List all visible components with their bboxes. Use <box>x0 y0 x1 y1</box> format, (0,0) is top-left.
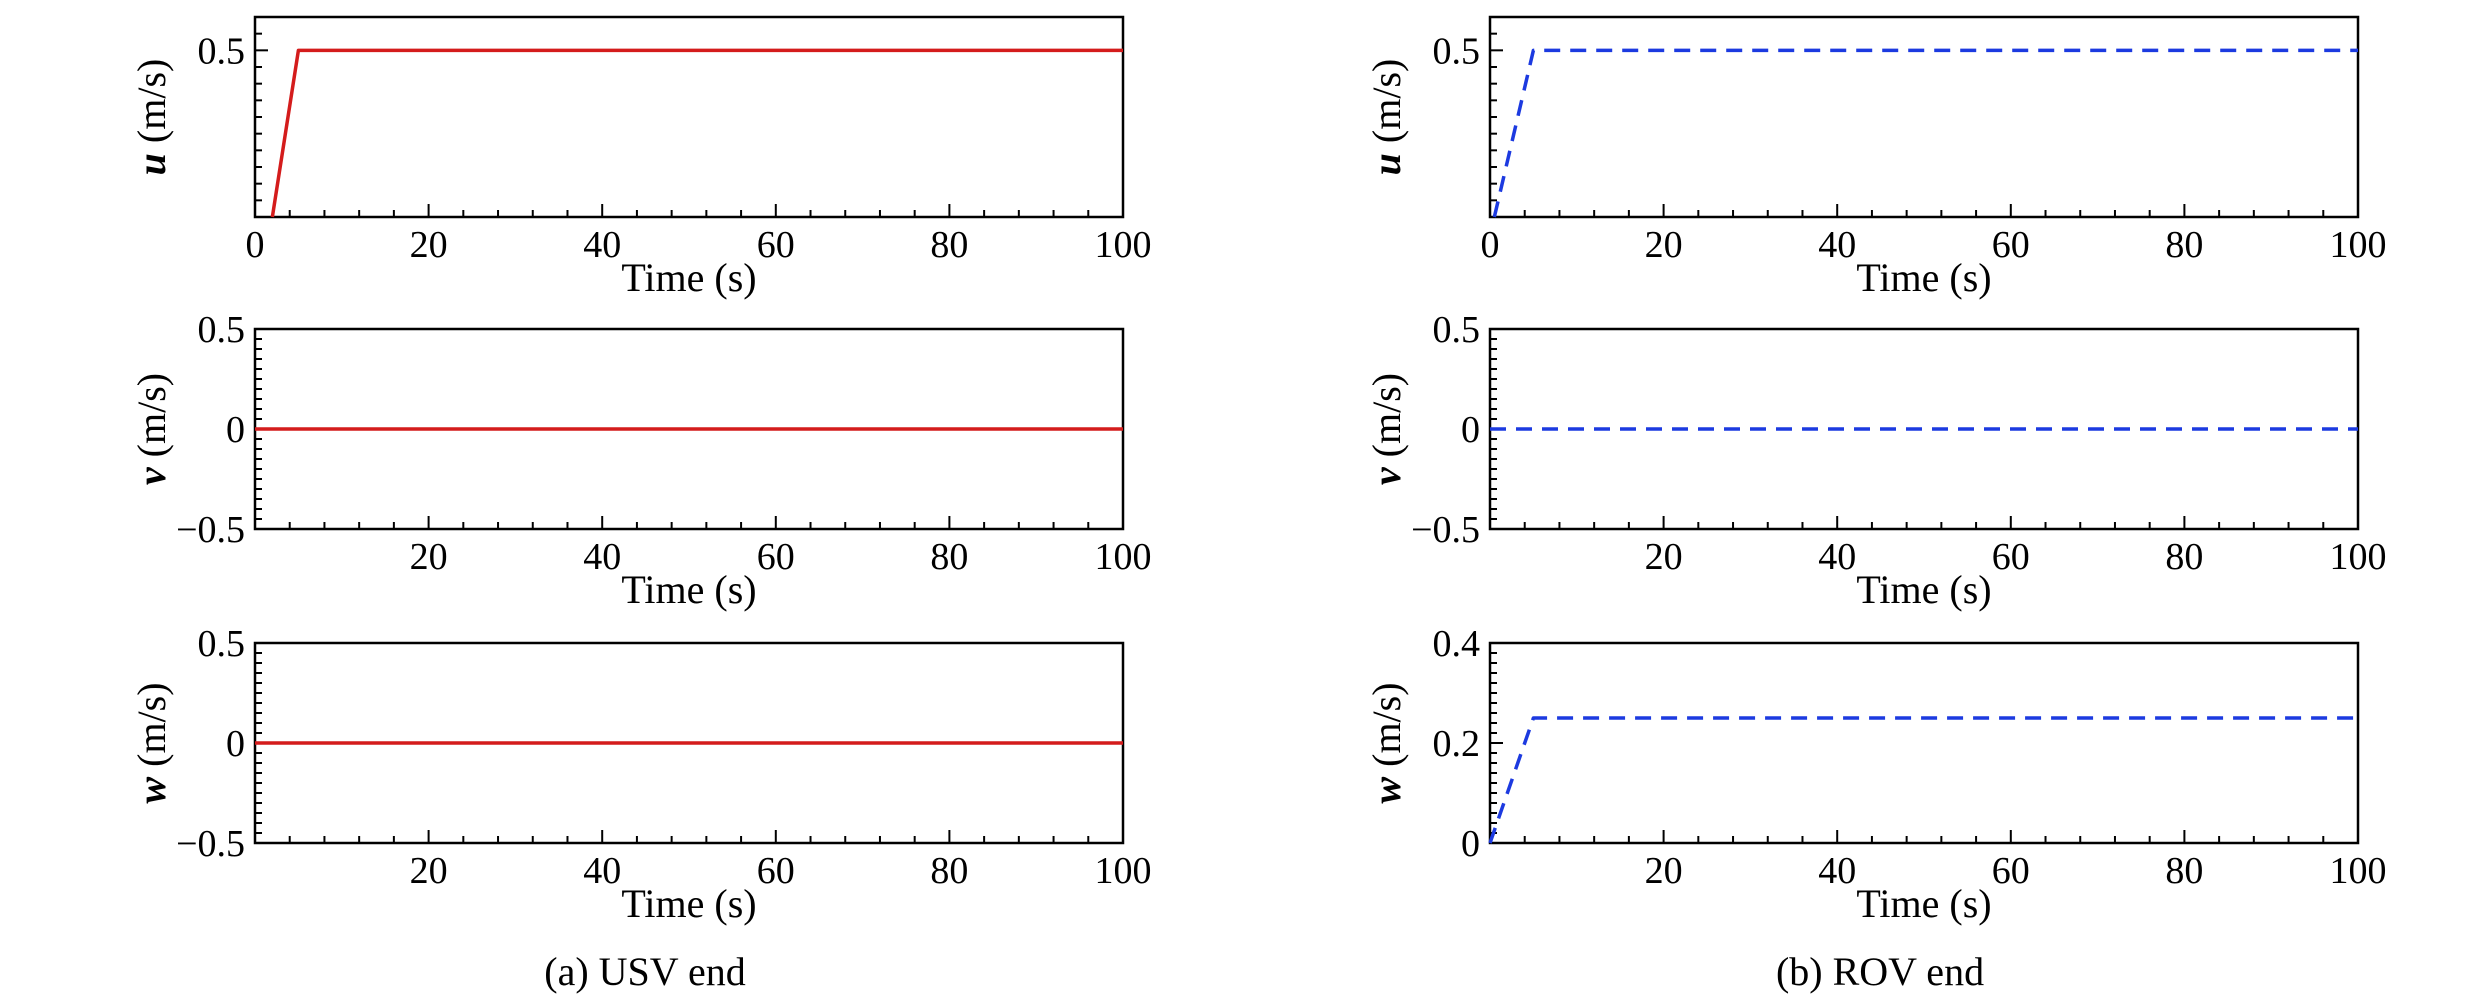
y-tick-label: 0 <box>1461 409 1480 451</box>
x-axis-title: Time (s) <box>1856 255 1991 300</box>
x-axis-title: Time (s) <box>621 881 756 926</box>
x-tick-label: 60 <box>757 850 795 892</box>
y-tick-label: 0.4 <box>1433 623 1481 665</box>
x-tick-label: 100 <box>1095 850 1152 892</box>
y-axis-variable: u <box>129 153 174 175</box>
y-tick-label: −0.5 <box>176 509 245 551</box>
y-tick-label: −0.5 <box>176 823 245 865</box>
series-line-rov-u <box>1492 48 2358 218</box>
x-tick-label: 40 <box>1818 850 1856 892</box>
series-line-usv-u <box>270 48 1123 218</box>
plot-usv-w: 20 40 60 80 100 −0.5 0 0.5 Time (s) w (m/s) <box>129 623 1152 926</box>
plot-usv-u: 0 20 40 60 80 100 0.5 Time (s) u (m/s) <box>129 15 1152 300</box>
x-tick-label: 40 <box>1818 224 1856 266</box>
plot-frame <box>1488 15 2360 219</box>
x-axis-title: Time (s) <box>621 567 756 612</box>
y-axis-unit: (m/s) <box>1364 373 1409 467</box>
x-tick-label: 20 <box>410 536 448 578</box>
x-tick-label: 100 <box>2330 224 2387 266</box>
y-axis-title: v (m/s) <box>129 373 174 485</box>
y-axis-variable: v <box>129 466 174 485</box>
x-tick-label: 100 <box>1095 224 1152 266</box>
x-tick-label: 80 <box>930 850 968 892</box>
y-axis-variable: v <box>1364 466 1409 485</box>
x-tick-label: 20 <box>1645 224 1683 266</box>
x-tick-label: 60 <box>1992 536 2030 578</box>
y-axis-title: u (m/s) <box>1364 59 1409 176</box>
x-tick-label: 20 <box>1645 850 1683 892</box>
series-line-rov-w <box>1488 716 2358 844</box>
x-tick-label: 100 <box>2330 536 2387 578</box>
x-tick-label: 60 <box>1992 224 2030 266</box>
x-tick-label: 80 <box>2165 536 2203 578</box>
x-tick-label: 80 <box>2165 850 2203 892</box>
plot-usv-v: 20 40 60 80 100 −0.5 0 0.5 Time (s) v (m/s) <box>129 309 1152 612</box>
y-tick-label: 0.5 <box>198 623 246 665</box>
x-axis-title: Time (s) <box>1856 567 1991 612</box>
plot-panels: 0 20 40 60 80 100 0.5 Time (s) u (m/s) 20 40 60 80 10… <box>129 15 2387 926</box>
y-axis-title: u (m/s) <box>129 59 174 176</box>
y-tick-label: −0.5 <box>1411 509 1480 551</box>
plot-rov-w: 20 40 60 80 100 0 0.2 0.4 Time (s) w (m/s) <box>1364 623 2387 926</box>
y-axis-title: v (m/s) <box>1364 373 1409 485</box>
x-tick-label: 60 <box>1992 850 2030 892</box>
x-tick-label: 40 <box>583 850 621 892</box>
y-axis-unit: (m/s) <box>129 59 174 153</box>
x-tick-label: 60 <box>757 224 795 266</box>
caption-usv-end: (a) USV end <box>544 949 745 994</box>
x-tick-label: 80 <box>930 536 968 578</box>
y-axis-unit: (m/s) <box>129 682 174 776</box>
y-axis-unit: (m/s) <box>1364 59 1409 153</box>
y-axis-unit: (m/s) <box>1364 682 1409 776</box>
x-tick-label: 20 <box>1645 536 1683 578</box>
x-tick-label: 40 <box>583 224 621 266</box>
x-tick-label: 100 <box>1095 536 1152 578</box>
y-tick-label: 0.2 <box>1433 723 1481 765</box>
plot-rov-v: 20 40 60 80 100 −0.5 0 0.5 Time (s) v (m/s) <box>1364 309 2387 612</box>
x-axis-title: Time (s) <box>621 255 756 300</box>
x-tick-label: 100 <box>2330 850 2387 892</box>
x-tick-label: 80 <box>2165 224 2203 266</box>
y-axis-variable: u <box>1364 153 1409 175</box>
x-tick-label: 20 <box>410 850 448 892</box>
x-tick-label: 0 <box>1481 224 1500 266</box>
y-tick-label: 0.5 <box>1433 30 1481 72</box>
x-tick-label: 40 <box>1818 536 1856 578</box>
x-axis-title: Time (s) <box>1856 881 1991 926</box>
y-tick-label: 0.5 <box>198 30 246 72</box>
plot-frame <box>1488 641 2360 845</box>
x-tick-label: 80 <box>930 224 968 266</box>
y-tick-label: 0 <box>226 409 245 451</box>
y-axis-variable: w <box>129 777 174 804</box>
y-axis-unit: (m/s) <box>129 373 174 467</box>
y-axis-title: w (m/s) <box>129 682 174 803</box>
plot-rov-u: 0 20 40 60 80 100 0.5 Time (s) u (m/s) <box>1364 15 2387 300</box>
x-tick-label: 60 <box>757 536 795 578</box>
x-tick-label: 20 <box>410 224 448 266</box>
y-tick-label: 0 <box>226 723 245 765</box>
plot-frame <box>253 15 1125 219</box>
y-tick-label: 0 <box>1461 823 1480 865</box>
y-axis-variable: w <box>1364 777 1409 804</box>
x-tick-label: 40 <box>583 536 621 578</box>
y-axis-title: w (m/s) <box>1364 682 1409 803</box>
y-tick-label: 0.5 <box>198 309 246 351</box>
y-tick-label: 0.5 <box>1433 309 1481 351</box>
x-tick-label: 0 <box>246 224 265 266</box>
caption-rov-end: (b) ROV end <box>1776 949 1984 994</box>
